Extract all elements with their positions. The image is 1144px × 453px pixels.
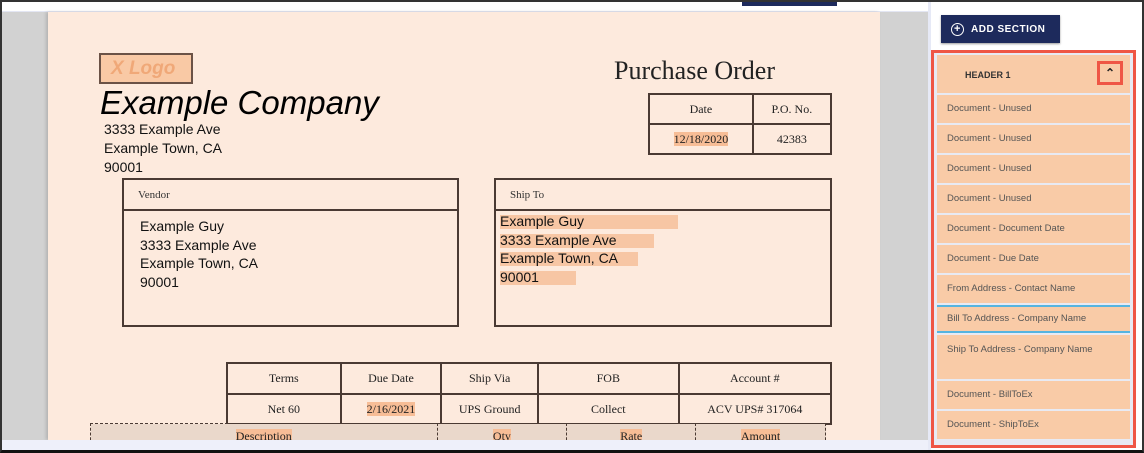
due-date-value[interactable]: 2/16/2021 — [366, 401, 416, 416]
ship-to-box: Ship To Example Guy 3333 Example Ave Exa… — [494, 178, 832, 327]
field-item[interactable]: From Address - Contact Name — [937, 275, 1130, 303]
field-item[interactable]: Document - Due Date — [937, 245, 1130, 273]
po-number-header: P.O. No. — [751, 93, 833, 125]
fob-header: FOB — [537, 362, 680, 395]
add-section-button[interactable]: + ADD SECTION — [941, 15, 1060, 43]
date-cell: 12/18/2020 — [648, 123, 754, 155]
ship-to-line[interactable]: Example Town, CA — [500, 249, 830, 268]
field-item[interactable]: Ship To Address - Company Name — [937, 335, 1130, 379]
due-date-header: Due Date — [339, 362, 443, 395]
ship-to-line[interactable]: 90001 — [500, 267, 830, 286]
field-item[interactable]: Document - Unused — [937, 125, 1130, 153]
logo-placeholder[interactable]: X Logo — [99, 53, 193, 84]
fob-value: Collect — [537, 393, 680, 425]
section-title: HEADER 1 — [965, 70, 1011, 80]
account-value: ACV UPS# 317064 — [677, 393, 833, 425]
add-section-label: ADD SECTION — [971, 23, 1046, 35]
vendor-line: 3333 Example Ave — [140, 236, 257, 253]
plus-circle-icon: + — [951, 22, 964, 36]
ship-via-value: UPS Ground — [440, 393, 540, 425]
field-item[interactable]: Document - BillToEx — [937, 381, 1130, 409]
vendor-line: Example Guy — [140, 218, 225, 234]
field-item-selected[interactable]: Bill To Address - Company Name — [937, 305, 1130, 333]
section-header[interactable]: HEADER 1 ⌃ — [937, 55, 1130, 93]
field-item[interactable]: Document - Unused — [937, 155, 1130, 183]
ship-to-line[interactable]: 3333 Example Ave — [500, 230, 830, 249]
description-header[interactable]: Description — [235, 429, 292, 440]
line-items-table: Description Qty Rate Amount — [90, 423, 826, 440]
ship-via-header: Ship Via — [440, 362, 540, 395]
due-date-cell: 2/16/2021 — [339, 393, 443, 425]
field-item[interactable]: Document - ShipToEx — [937, 411, 1130, 439]
horizontal-scrollbar[interactable] — [2, 440, 928, 450]
amount-cell: Amount — [695, 423, 826, 440]
po-number-value: 42383 — [751, 123, 833, 155]
date-table: Date P.O. No. 12/18/2020 42383 — [648, 93, 833, 155]
company-address-line: 90001 — [104, 159, 143, 175]
vendor-label: Vendor — [124, 180, 457, 211]
chevron-up-icon[interactable]: ⌃ — [1097, 61, 1123, 85]
vendor-line: Example Town, CA — [140, 255, 259, 271]
terms-header: Terms — [226, 362, 342, 395]
company-address-line: 3333 Example Ave — [104, 121, 221, 137]
description-cell: Description — [90, 423, 438, 440]
line-items-table-wrapper: Description Qty Rate Amount — [90, 423, 826, 440]
qty-header[interactable]: Qty — [492, 429, 511, 440]
date-value[interactable]: 12/18/2020 — [673, 131, 729, 146]
field-item[interactable]: Document - Document Date — [937, 215, 1130, 243]
company-name: Example Company — [100, 84, 379, 121]
ship-to-line[interactable]: Example Guy — [500, 212, 830, 231]
vendor-box: Vendor Example Guy 3333 Example Ave Exam… — [122, 178, 459, 327]
field-item[interactable]: Document - Unused — [937, 185, 1130, 213]
terms-value: Net 60 — [226, 393, 342, 425]
toolbar — [2, 2, 928, 12]
amount-header[interactable]: Amount — [740, 429, 781, 440]
vendor-line: 90001 — [140, 273, 179, 290]
date-header: Date — [648, 93, 754, 125]
qty-cell: Qty — [436, 423, 568, 440]
rate-cell: Rate — [566, 423, 697, 440]
rate-header[interactable]: Rate — [620, 429, 643, 440]
section-panel: HEADER 1 ⌃ Document - Unused Document - … — [931, 50, 1136, 448]
toolbar-button[interactable] — [742, 2, 837, 6]
field-item[interactable]: Document - Unused — [937, 95, 1130, 123]
account-header: Account # — [677, 362, 833, 395]
document-title: Purchase Order — [614, 56, 775, 85]
terms-table: Terms Due Date Ship Via FOB Account # Ne… — [226, 362, 833, 425]
ship-to-label: Ship To — [496, 180, 830, 211]
company-address-line: Example Town, CA — [104, 140, 223, 156]
